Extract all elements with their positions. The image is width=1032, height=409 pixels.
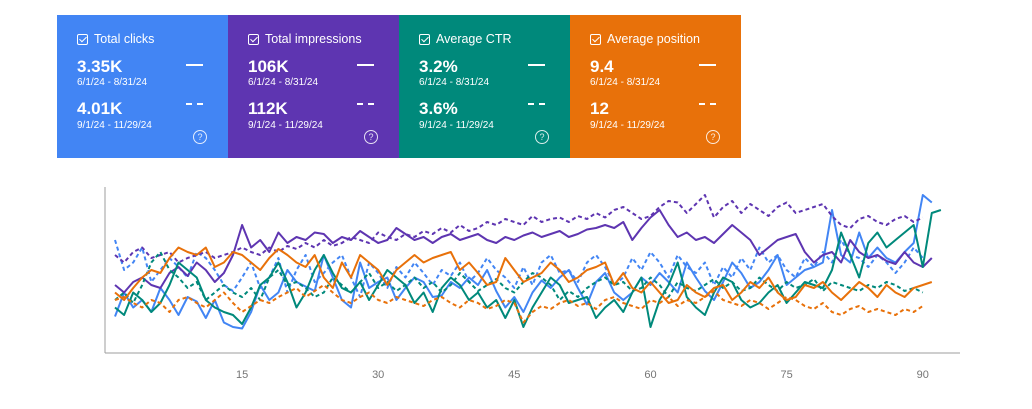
previous-value: 12: [590, 99, 609, 118]
current-value: 9.4: [590, 57, 614, 76]
card-total-impressions[interactable]: Total impressions 106K 6/1/24 - 8/31/24 …: [228, 15, 399, 158]
series-line-0[interactable]: [114, 194, 933, 330]
current-range: 6/1/24 - 8/31/24: [77, 77, 148, 88]
card-average-ctr[interactable]: Average CTR 3.2% 6/1/24 - 8/31/24 3.6% 9…: [399, 15, 570, 158]
checkbox-icon[interactable]: [419, 33, 430, 45]
solid-line-legend: [186, 64, 203, 66]
current-value: 3.2%: [419, 57, 458, 76]
previous-range: 9/1/24 - 11/29/24: [419, 120, 494, 131]
card-header[interactable]: Average CTR: [419, 32, 512, 46]
dashed-line-legend: [186, 103, 203, 105]
x-tick-label: 90: [917, 369, 929, 381]
series-line-6[interactable]: [114, 246, 933, 304]
series-line-3[interactable]: [114, 194, 924, 264]
series-line-5[interactable]: [114, 251, 924, 304]
previous-range: 9/1/24 - 11/29/24: [77, 120, 152, 131]
previous-value: 112K: [248, 99, 288, 118]
card-title: Average CTR: [436, 32, 512, 46]
previous-value: 4.01K: [77, 99, 123, 118]
x-tick-label: 30: [372, 369, 384, 381]
help-icon[interactable]: ?: [706, 130, 720, 144]
x-tick-label: 60: [644, 369, 656, 381]
card-title: Average position: [607, 32, 700, 46]
card-title: Total clicks: [94, 32, 155, 46]
solid-line-legend: [528, 64, 545, 66]
dashed-line-legend: [699, 103, 716, 105]
performance-chart[interactable]: 15 30 45 60 75 90: [0, 170, 1032, 409]
series-layer: [114, 194, 942, 330]
series-line-2[interactable]: [114, 209, 933, 294]
x-axis-ticks: 15 30 45 60 75 90: [236, 369, 929, 381]
card-average-position[interactable]: Average position 9.4 6/1/24 - 8/31/24 12…: [570, 15, 741, 158]
help-icon[interactable]: ?: [535, 130, 549, 144]
dashed-line-legend: [528, 103, 545, 105]
current-range: 6/1/24 - 8/31/24: [590, 77, 661, 88]
card-header[interactable]: Total impressions: [248, 32, 362, 46]
current-value: 3.35K: [77, 57, 123, 76]
x-tick-label: 75: [780, 369, 792, 381]
card-title: Total impressions: [265, 32, 362, 46]
x-tick-label: 15: [236, 369, 248, 381]
checkbox-icon[interactable]: [248, 33, 259, 45]
checkbox-icon[interactable]: [590, 33, 601, 45]
previous-value: 3.6%: [419, 99, 458, 118]
solid-line-legend: [699, 64, 716, 66]
dashed-line-legend: [357, 103, 374, 105]
current-range: 6/1/24 - 8/31/24: [419, 77, 490, 88]
previous-range: 9/1/24 - 11/29/24: [590, 120, 665, 131]
help-icon[interactable]: ?: [364, 130, 378, 144]
card-header[interactable]: Average position: [590, 32, 700, 46]
card-total-clicks[interactable]: Total clicks 3.35K 6/1/24 - 8/31/24 4.01…: [57, 15, 228, 158]
checkbox-icon[interactable]: [77, 33, 88, 45]
previous-range: 9/1/24 - 11/29/24: [248, 120, 323, 131]
series-line-7[interactable]: [114, 284, 924, 324]
current-range: 6/1/24 - 8/31/24: [248, 77, 319, 88]
card-header[interactable]: Total clicks: [77, 32, 154, 46]
metric-cards: Total clicks 3.35K 6/1/24 - 8/31/24 4.01…: [57, 15, 741, 158]
current-value: 106K: [248, 57, 289, 76]
help-icon[interactable]: ?: [193, 130, 207, 144]
solid-line-legend: [357, 64, 374, 66]
x-tick-label: 45: [508, 369, 520, 381]
